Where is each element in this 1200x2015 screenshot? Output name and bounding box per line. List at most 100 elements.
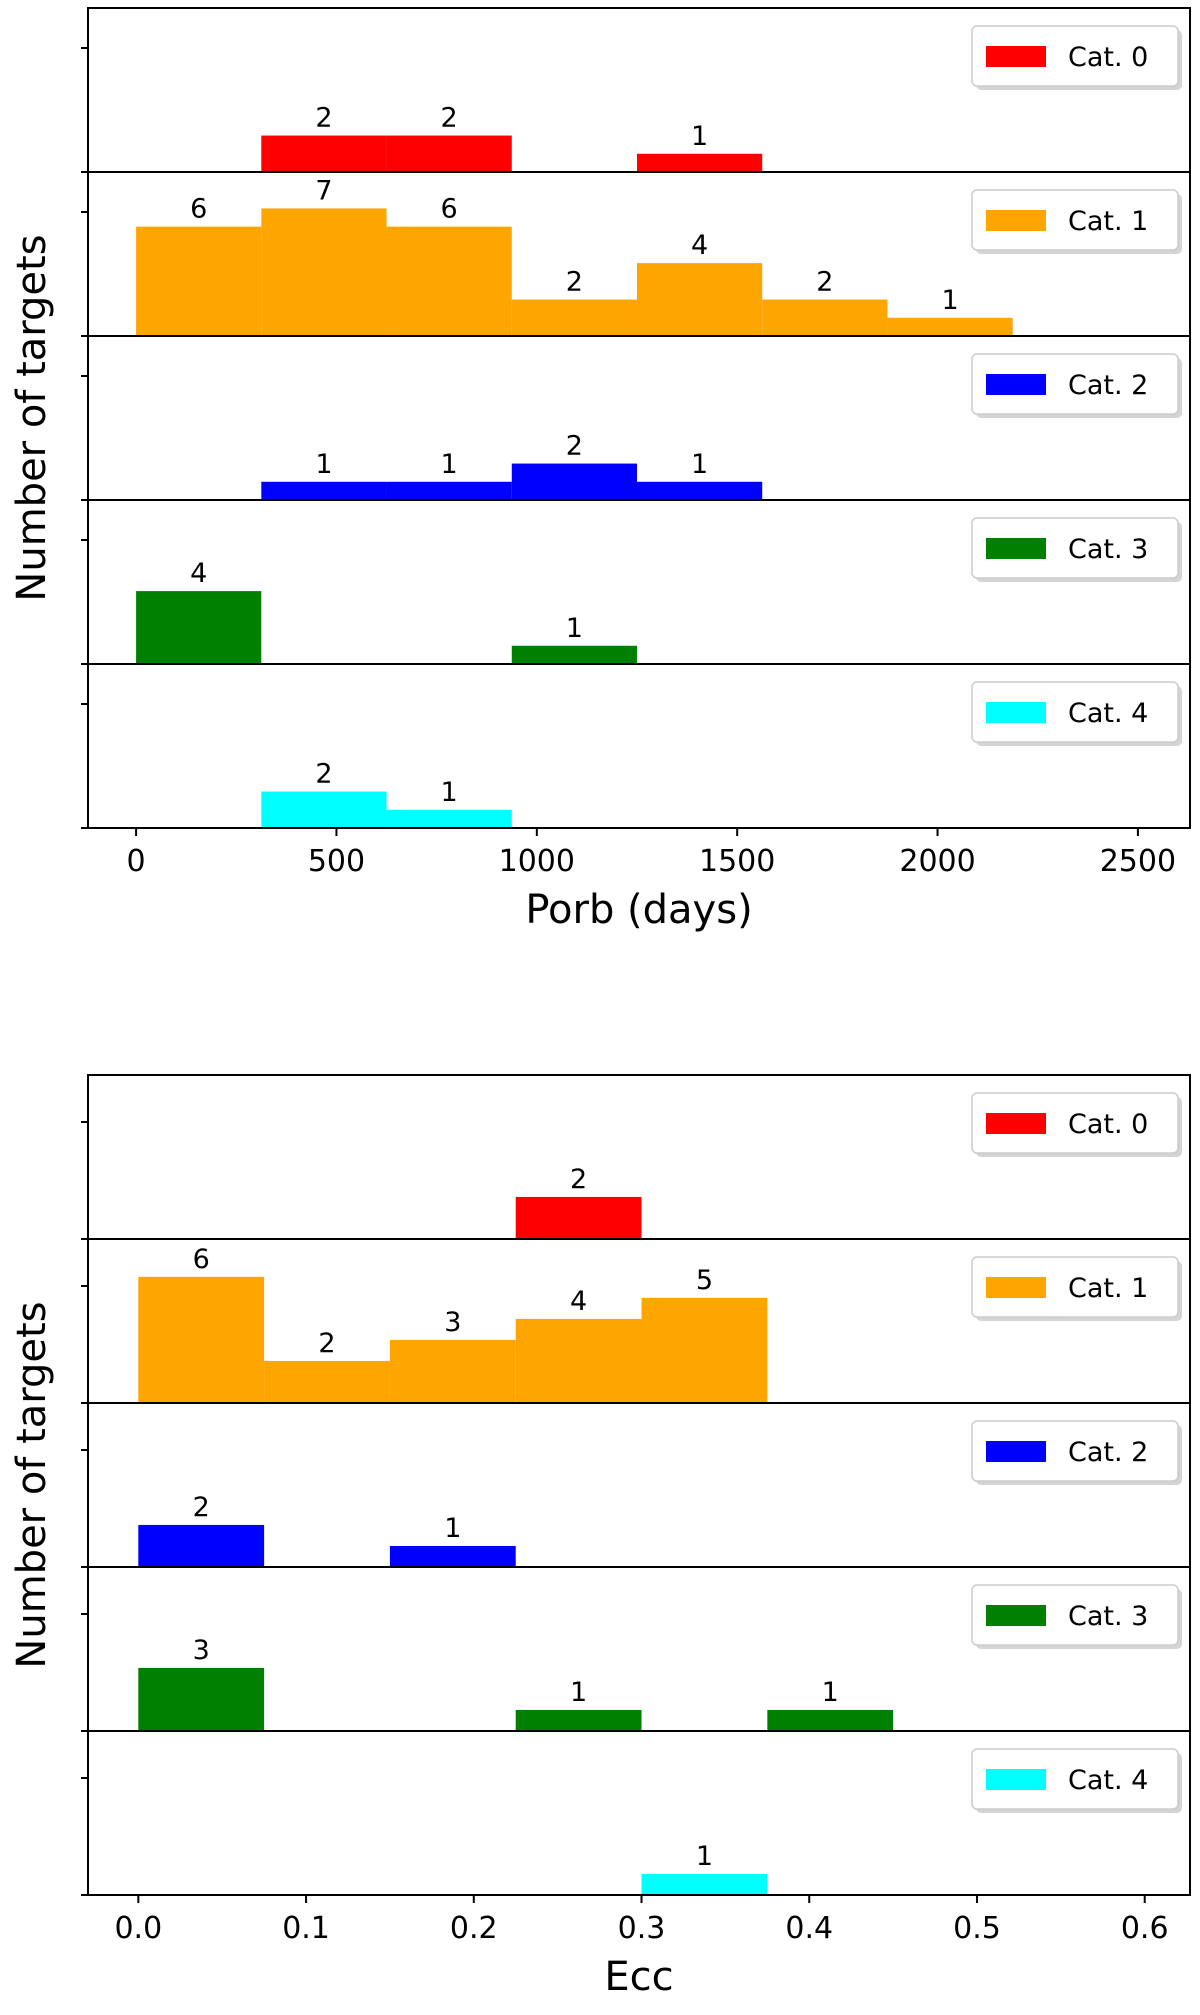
- porb-y-axis-label: Number of targets: [9, 234, 55, 601]
- porb-bar: [261, 135, 387, 172]
- porb-bar: [261, 481, 387, 500]
- ecc-bar: [138, 1276, 265, 1403]
- porb-legend-box: [971, 25, 1179, 87]
- ecc-bar-label: 1: [444, 1513, 461, 1544]
- ecc-panel-1: 6 2 3 4 5 Cat. 1: [81, 1238, 1191, 1404]
- ecc-bar-label: 2: [193, 1492, 210, 1523]
- porb-bar-label: 2: [441, 103, 458, 134]
- ecc-legend-box: [971, 1584, 1179, 1646]
- porb-bar-label: 1: [441, 777, 458, 808]
- ecc-bar-label: 1: [822, 1677, 839, 1708]
- ecc-y-axis-label: Number of targets: [9, 1301, 55, 1668]
- porb-bar: [636, 481, 763, 500]
- ecc-bar-label: 2: [318, 1328, 335, 1359]
- porb-bar-label: 6: [190, 194, 207, 225]
- porb-bar-label: 7: [315, 175, 332, 206]
- porb-legend-swatch: [986, 374, 1046, 395]
- porb-bar: [386, 226, 512, 336]
- ecc-panel-2: 2 1 Cat. 2: [81, 1402, 1191, 1568]
- porb-bar: [636, 153, 763, 172]
- ecc-bar-label: 5: [696, 1265, 713, 1296]
- porb-bar-label: 2: [816, 267, 833, 298]
- porb-bar: [511, 299, 637, 336]
- porb-panel-1: 6 7 6 2 4 2 1 Cat. 1: [81, 171, 1191, 337]
- ecc-bar: [138, 1667, 265, 1731]
- porb-legend-label: Cat. 4: [1068, 698, 1148, 729]
- ecc-legend-swatch: [986, 1277, 1046, 1298]
- porb-bar-label: 4: [691, 230, 708, 261]
- porb-bar-label: 1: [566, 613, 583, 644]
- porb-bar-label: 4: [190, 558, 207, 589]
- porb-bar: [636, 263, 763, 336]
- porb-histogram-chart: 2 2 1 Cat. 0 6 7 6 2 4 2 1 Cat. 1 1 1 2 1 Cat. 2 4 1 Cat. 3…: [9, 7, 1191, 933]
- porb-bar-label: 1: [691, 121, 708, 152]
- porb-panel-0: 2 2 1 Cat. 0: [81, 7, 1191, 173]
- ecc-x-tick-label: 0.4: [785, 1911, 833, 1946]
- porb-bar: [511, 645, 637, 664]
- porb-bar: [136, 226, 262, 336]
- ecc-panel-frame: [87, 1730, 1191, 1896]
- porb-bar: [887, 317, 1013, 336]
- ecc-x-tick-label: 0.6: [1121, 1911, 1169, 1946]
- porb-bar: [386, 135, 512, 172]
- ecc-legend-box: [971, 1092, 1179, 1154]
- ecc-legend-box: [971, 1420, 1179, 1482]
- ecc-bar-label: 6: [193, 1244, 210, 1275]
- ecc-bar: [515, 1318, 642, 1403]
- ecc-bar: [138, 1524, 265, 1567]
- porb-bar-label: 2: [566, 431, 583, 462]
- porb-x-tick-label: 1500: [699, 844, 775, 879]
- ecc-legend-label: Cat. 3: [1068, 1601, 1148, 1632]
- porb-bar-label: 1: [315, 449, 332, 480]
- ecc-legend-swatch: [986, 1113, 1046, 1134]
- ecc-legend-box: [971, 1256, 1179, 1318]
- porb-x-tick-label: 2000: [899, 844, 975, 879]
- porb-bar: [762, 299, 888, 336]
- porb-legend-swatch: [986, 46, 1046, 67]
- ecc-x-tick-label: 0.2: [450, 1911, 498, 1946]
- porb-bar: [511, 463, 637, 500]
- porb-x-tick-label: 2500: [1100, 844, 1176, 879]
- ecc-bar-label: 1: [570, 1677, 587, 1708]
- ecc-bar: [389, 1339, 516, 1403]
- porb-legend-box: [971, 189, 1179, 251]
- porb-legend-label: Cat. 0: [1068, 42, 1148, 73]
- porb-bar-label: 6: [441, 194, 458, 225]
- porb-x-tick-label: 1000: [499, 844, 575, 879]
- ecc-legend-swatch: [986, 1441, 1046, 1462]
- ecc-legend-label: Cat. 4: [1068, 1765, 1148, 1796]
- porb-panel-frame: [87, 663, 1191, 829]
- ecc-x-tick-label: 0.1: [282, 1911, 330, 1946]
- porb-legend-swatch: [986, 210, 1046, 231]
- porb-legend-box: [971, 517, 1179, 579]
- ecc-legend-swatch: [986, 1769, 1046, 1790]
- porb-legend-label: Cat. 3: [1068, 534, 1148, 565]
- porb-bar-label: 1: [691, 449, 708, 480]
- ecc-legend-label: Cat. 2: [1068, 1437, 1148, 1468]
- ecc-bar: [515, 1709, 642, 1731]
- ecc-bar: [641, 1873, 768, 1895]
- porb-panel-2: 1 1 2 1 Cat. 2: [81, 335, 1191, 501]
- porb-legend-swatch: [986, 702, 1046, 723]
- ecc-x-tick-label: 0.3: [618, 1911, 666, 1946]
- ecc-bar-label: 3: [444, 1307, 461, 1338]
- porb-legend-swatch: [986, 538, 1046, 559]
- ecc-bar: [767, 1709, 894, 1731]
- ecc-bar-label: 1: [696, 1841, 713, 1872]
- ecc-x-tick-label: 0.0: [114, 1911, 162, 1946]
- ecc-legend-label: Cat. 0: [1068, 1109, 1148, 1140]
- ecc-histogram-chart: 2 Cat. 0 6 2 3 4 5 Cat. 1 2 1 Cat. 2 3 1 1 Cat. 3 1 Cat.…: [9, 1074, 1191, 2000]
- porb-bar-label: 2: [315, 759, 332, 790]
- porb-bar-label: 1: [441, 449, 458, 480]
- porb-panel-4: 2 1 Cat. 4: [81, 663, 1191, 829]
- porb-legend-box: [971, 681, 1179, 743]
- porb-legend-label: Cat. 1: [1068, 206, 1148, 237]
- ecc-x-tick-label: 0.5: [953, 1911, 1001, 1946]
- ecc-bar-label: 3: [193, 1635, 210, 1666]
- porb-bar: [261, 208, 387, 336]
- porb-legend-label: Cat. 2: [1068, 370, 1148, 401]
- porb-bar-label: 2: [315, 103, 332, 134]
- porb-bar: [386, 481, 512, 500]
- ecc-bar: [264, 1360, 390, 1403]
